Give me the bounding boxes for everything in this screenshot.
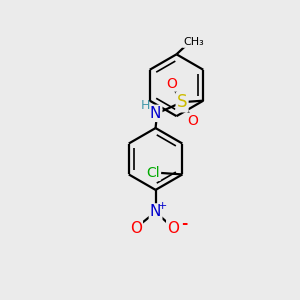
Text: O: O [167, 221, 179, 236]
Text: O: O [130, 221, 142, 236]
Text: +: + [158, 200, 167, 211]
Text: CH₃: CH₃ [183, 37, 204, 47]
Text: Cl: Cl [146, 166, 160, 180]
Text: N: N [150, 106, 161, 121]
Text: H: H [141, 99, 151, 112]
Text: S: S [177, 93, 187, 111]
Text: -: - [181, 216, 187, 231]
Text: O: O [166, 76, 177, 91]
Text: N: N [150, 205, 161, 220]
Text: O: O [187, 114, 198, 128]
